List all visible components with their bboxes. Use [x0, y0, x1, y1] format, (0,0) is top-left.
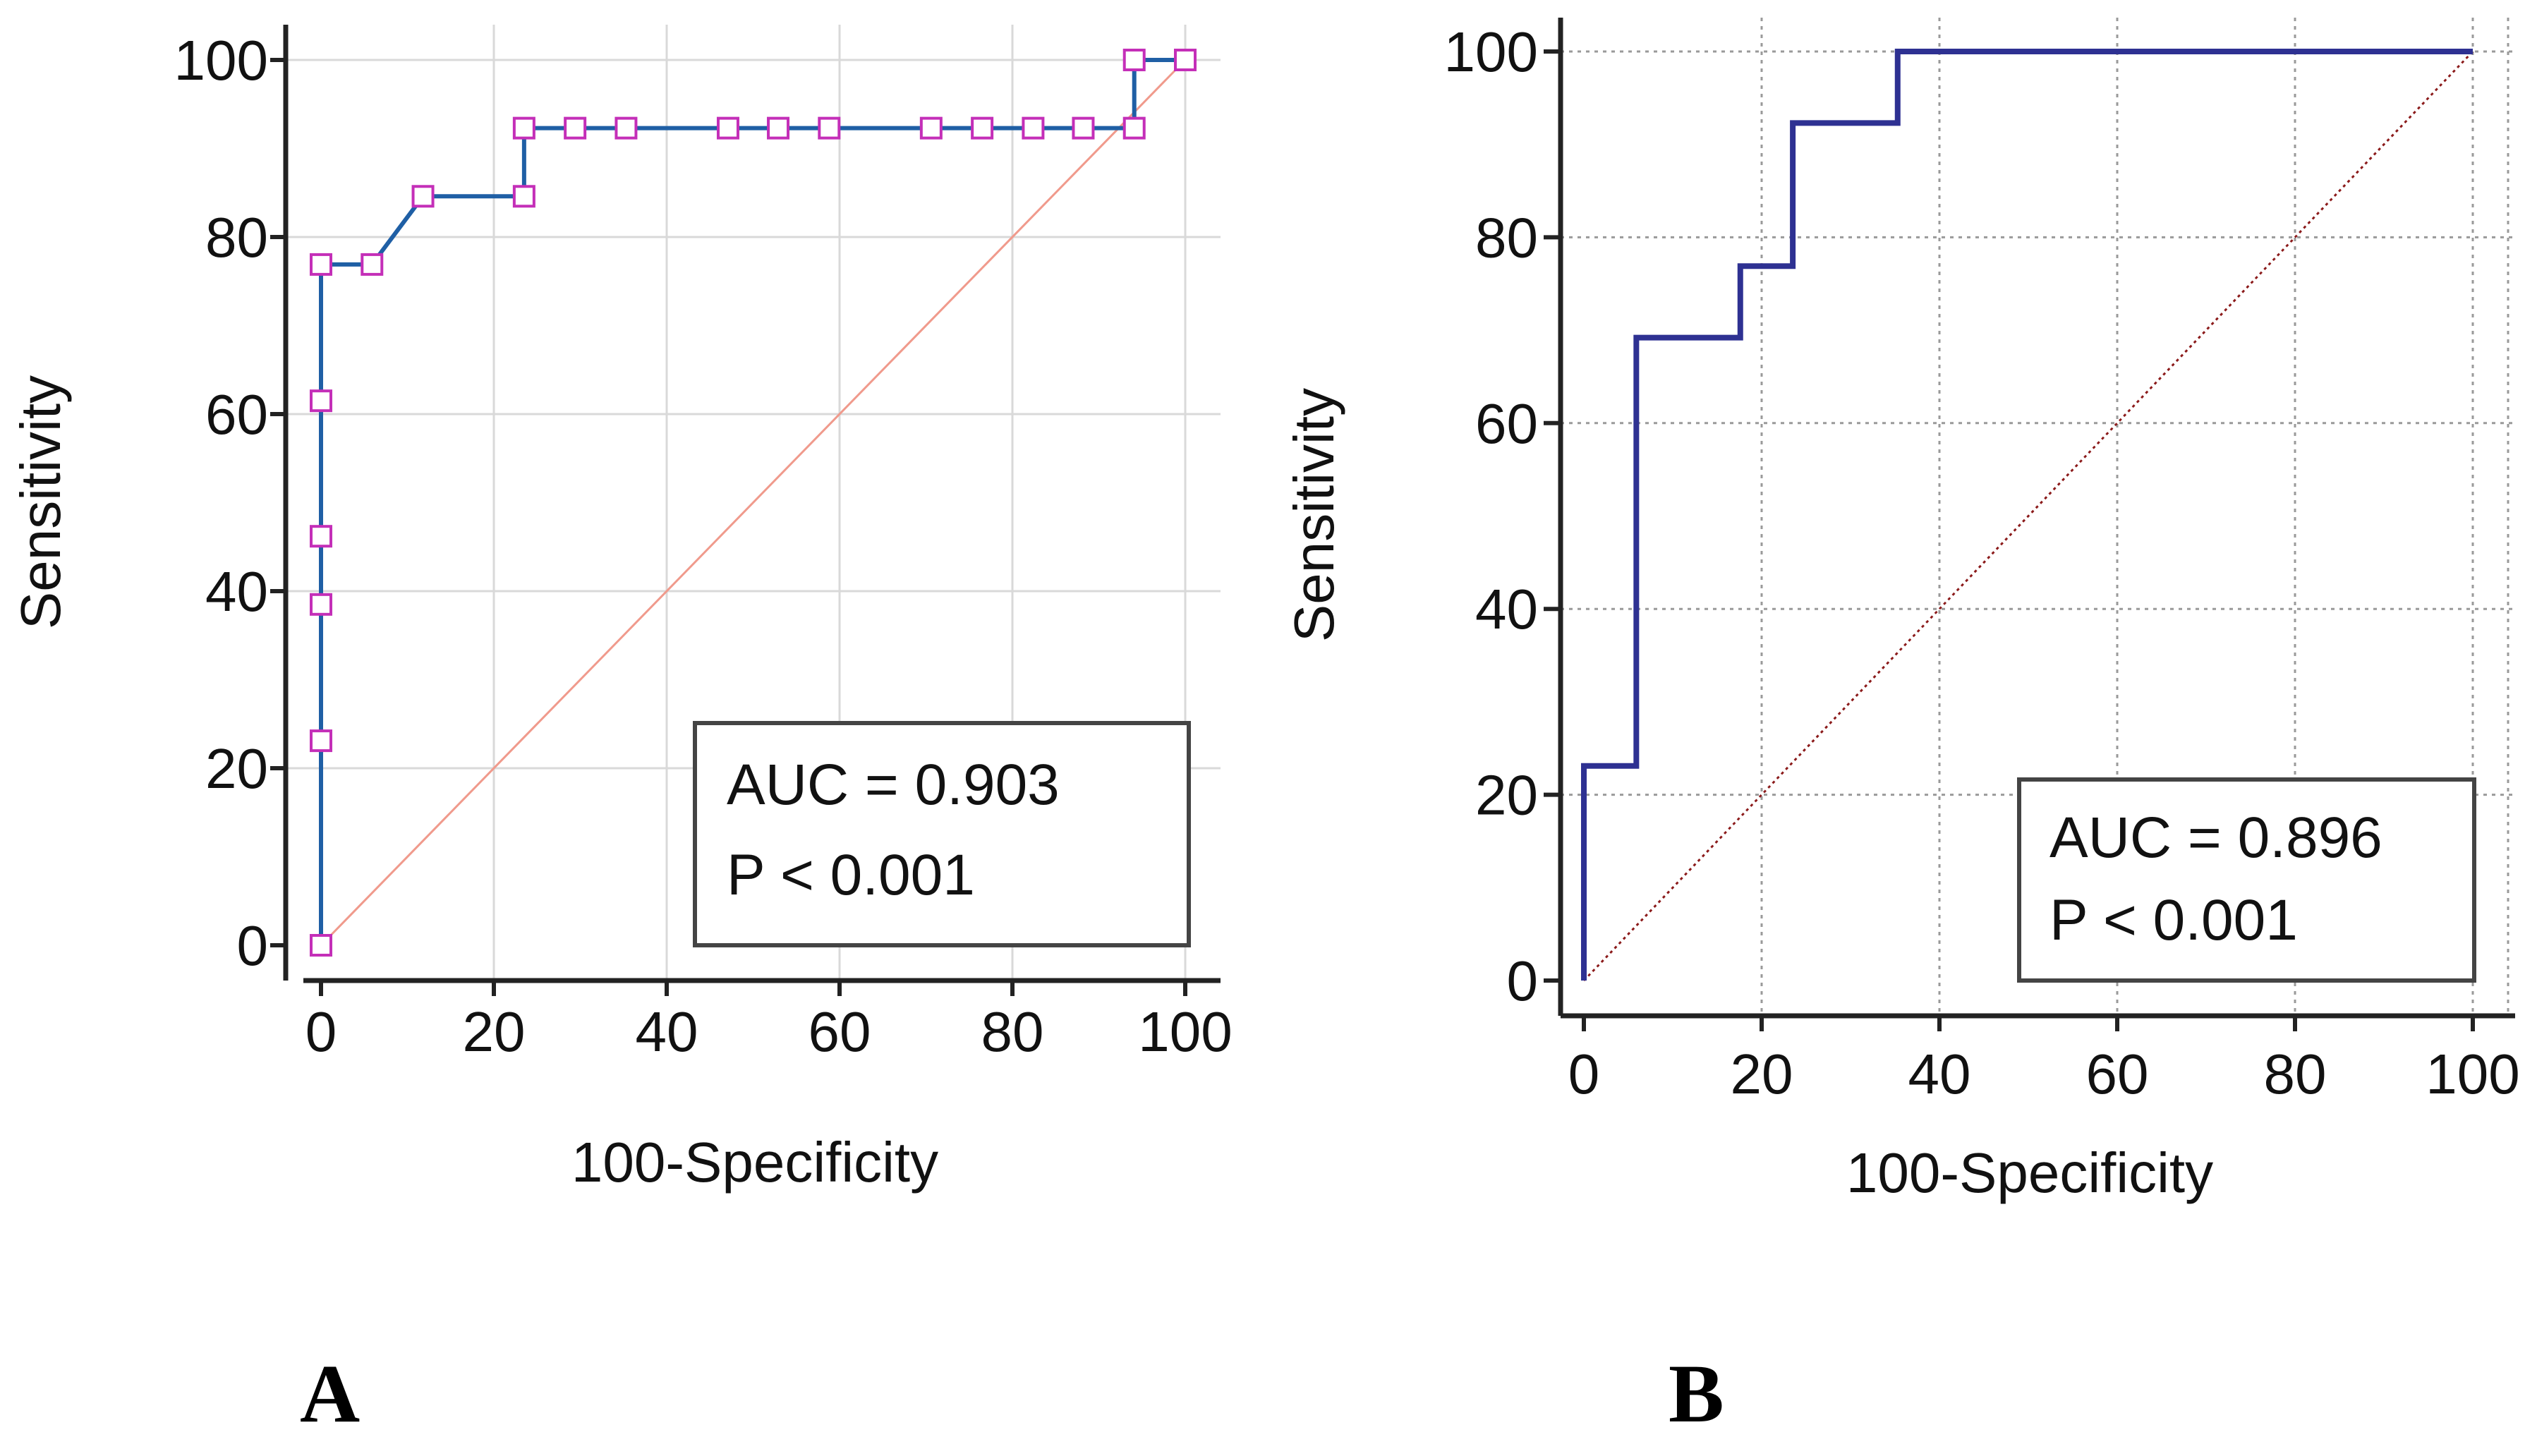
- auc-annotation: AUC = 0.903: [727, 753, 1060, 817]
- roc-point: [512, 185, 535, 208]
- panel-b: 0 20 40 60 80 100 0 20 40 60 80 100 100-Specificity S…: [1283, 18, 2520, 1440]
- y-tick-label: 60: [205, 383, 268, 446]
- roc-point: [564, 116, 587, 140]
- y-tick-label: 80: [1475, 206, 1538, 269]
- reference-line: [320, 59, 1187, 947]
- y-tick-label: 100: [174, 29, 268, 92]
- roc-point: [1022, 116, 1045, 140]
- y-tick-label: 0: [1507, 950, 1539, 1012]
- y-tick-label: 40: [205, 560, 268, 623]
- legend-box: AUC = 0.896 P < 0.001: [2017, 777, 2476, 983]
- x-axis-label: 100-Specificity: [1846, 1141, 2213, 1204]
- y-tick-label: 0: [237, 914, 269, 977]
- reference-line: [1582, 50, 2474, 982]
- roc-point: [1072, 116, 1095, 140]
- y-tick-label: 60: [1475, 392, 1538, 455]
- roc-curve: [1581, 49, 2473, 981]
- x-tick-label: 20: [463, 1000, 526, 1063]
- y-tick-label: 20: [1475, 764, 1538, 827]
- y-axis-label: Sensitivity: [1283, 388, 1345, 642]
- roc-point: [361, 253, 384, 276]
- panel-label: B: [1669, 1347, 1724, 1440]
- roc-point: [971, 116, 994, 140]
- p-value-annotation: P < 0.001: [2049, 888, 2298, 952]
- roc-point: [767, 116, 790, 140]
- x-tick-label: 80: [2264, 1043, 2327, 1105]
- x-tick-label: 0: [305, 1000, 337, 1063]
- roc-point: [310, 389, 332, 413]
- roc-curve: [319, 58, 1185, 945]
- legend-frame: [693, 721, 1191, 947]
- roc-point: [1122, 116, 1146, 140]
- roc-point: [818, 116, 841, 140]
- roc-point: [310, 593, 332, 616]
- x-tick-label: 100: [2426, 1043, 2519, 1105]
- roc-point: [1122, 49, 1146, 71]
- roc-point: [310, 729, 332, 753]
- auc-annotation: AUC = 0.896: [2049, 806, 2382, 870]
- roc-point: [310, 934, 332, 957]
- x-tick-label: 40: [1908, 1043, 1971, 1105]
- legend-frame: [2017, 777, 2476, 983]
- x-tick-label: 60: [809, 1000, 871, 1063]
- p-value-annotation: P < 0.001: [727, 843, 975, 907]
- x-axis-label: 100-Specificity: [571, 1131, 938, 1194]
- panel-a: 0 20 40 60 80 100 0 20 40 60 80 100 100-Specificity S…: [9, 25, 1233, 1440]
- x-tick-label: 0: [1568, 1043, 1600, 1105]
- roc-point: [1174, 49, 1197, 71]
- x-tick-label: 60: [2086, 1043, 2149, 1105]
- y-tick-label: 40: [1475, 578, 1538, 641]
- roc-point: [614, 116, 638, 140]
- y-tick-label: 100: [1444, 20, 1538, 83]
- x-tick-label: 40: [636, 1000, 698, 1063]
- y-tick-label: 80: [205, 206, 268, 269]
- panel-label: A: [300, 1347, 360, 1440]
- y-axis-label: Sensitivity: [9, 375, 72, 629]
- roc-point: [310, 525, 332, 548]
- roc-point: [512, 116, 535, 140]
- legend-box: AUC = 0.903 P < 0.001: [693, 721, 1191, 947]
- x-tick-label: 100: [1138, 1000, 1232, 1063]
- x-tick-label: 20: [1731, 1043, 1793, 1105]
- roc-point: [411, 185, 435, 208]
- roc-point: [716, 116, 739, 140]
- roc-point: [310, 253, 332, 276]
- y-tick-label: 20: [205, 737, 268, 800]
- roc-point: [919, 116, 943, 140]
- x-tick-label: 80: [981, 1000, 1044, 1063]
